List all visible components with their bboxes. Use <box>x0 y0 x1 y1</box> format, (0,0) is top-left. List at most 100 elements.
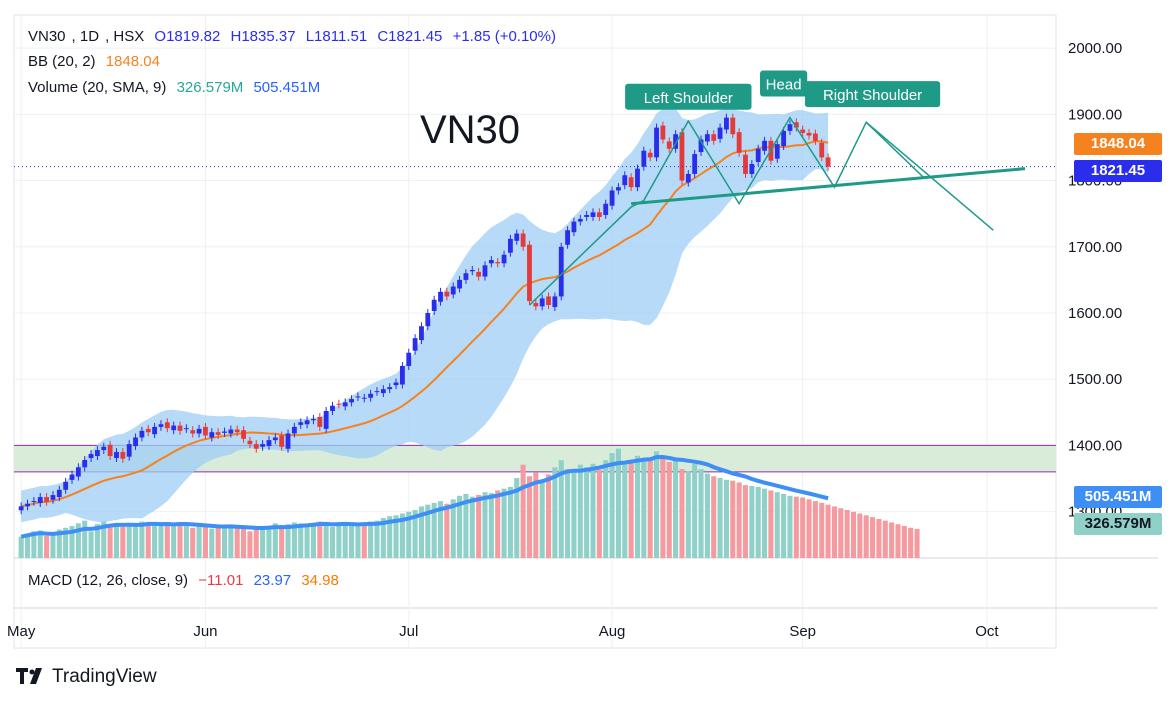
volume-bar <box>253 529 259 558</box>
volume-bar <box>107 526 113 558</box>
candle-body <box>37 497 43 504</box>
candle <box>781 126 787 151</box>
candle <box>793 118 799 132</box>
candle-body <box>577 218 583 222</box>
symbol-name[interactable]: VN30 <box>28 28 66 45</box>
candle <box>749 160 755 178</box>
candle-body <box>469 269 475 272</box>
candle <box>812 129 818 145</box>
volume-bar <box>876 518 882 558</box>
volume-bar <box>507 486 513 558</box>
candle-body <box>183 428 189 430</box>
ohlc-change: +1.85 (+0.10%) <box>452 28 556 45</box>
y-tick-label: 1600.00 <box>1068 305 1122 322</box>
candle-body <box>171 425 177 431</box>
candle <box>209 428 215 442</box>
volume-bar <box>742 485 749 558</box>
volume-bar <box>552 467 558 558</box>
candle-body <box>463 273 469 280</box>
volume-bar <box>304 526 310 558</box>
candle-body <box>781 130 787 147</box>
macd-legend[interactable]: MACD (12, 26, close, 9) −11.01 23.97 34.… <box>28 572 345 589</box>
candle <box>37 493 43 508</box>
candle <box>755 144 761 166</box>
volume-sma-price-label: 505.451M <box>1074 486 1162 508</box>
candle <box>133 433 138 451</box>
tradingview-branding[interactable]: TradingView <box>16 666 157 688</box>
volume-bar <box>425 504 431 558</box>
volume-bar <box>266 526 272 558</box>
volume-bar <box>838 508 844 558</box>
candle <box>222 427 227 437</box>
candle-body <box>819 142 825 158</box>
candle <box>685 169 691 187</box>
volume-bar <box>787 495 793 558</box>
volume-bar <box>711 476 717 558</box>
volume-bar <box>673 461 679 558</box>
candle <box>450 282 456 299</box>
volume-bar <box>520 464 526 558</box>
volume-bar <box>444 503 450 558</box>
volume-bar <box>863 515 869 558</box>
candle-body <box>114 452 119 459</box>
candle-body <box>203 426 208 436</box>
volume-bar <box>831 506 837 558</box>
candle-body <box>291 426 297 434</box>
candle-body <box>590 212 596 217</box>
candle-body <box>272 437 278 441</box>
candle-body <box>685 173 691 183</box>
volume-bar <box>368 521 374 558</box>
volume-bar <box>539 480 545 558</box>
volume-sma-line <box>20 454 829 539</box>
interval[interactable]: 1D <box>79 28 100 45</box>
candle-body <box>266 440 272 447</box>
candle <box>31 497 37 506</box>
candle <box>101 442 107 455</box>
head-label-box <box>760 70 808 97</box>
volume-bar <box>31 531 37 558</box>
candle-body <box>285 433 291 449</box>
volume-bar <box>704 473 710 558</box>
candle-body <box>75 467 81 477</box>
y-tick-label: 2000.00 <box>1068 40 1122 57</box>
volume-bar <box>37 530 43 558</box>
candle <box>399 361 405 389</box>
candle-body <box>44 497 50 502</box>
candle <box>164 418 170 433</box>
tradingview-logo-icon <box>16 668 42 684</box>
candle-body <box>603 203 609 215</box>
volume-bar <box>241 528 247 558</box>
candle-body <box>387 387 393 390</box>
candle <box>577 214 583 226</box>
volume-bar <box>272 523 278 558</box>
candle <box>666 137 672 153</box>
volume-bar <box>457 495 463 558</box>
candle-body <box>457 279 462 289</box>
volume-bar <box>736 482 742 558</box>
candle-body <box>711 134 717 141</box>
volume-bar <box>495 490 501 558</box>
candle-body <box>196 428 202 434</box>
volume-bar <box>228 525 234 558</box>
candle-body <box>762 140 767 151</box>
y-tick-label: 1700.00 <box>1068 239 1122 256</box>
candle <box>425 309 431 331</box>
right-shoulder-label: Right Shoulder <box>804 81 941 108</box>
candle-body <box>806 132 812 136</box>
candle <box>368 389 374 402</box>
volume-bar <box>361 523 367 558</box>
candle <box>304 416 310 429</box>
candle-body <box>88 454 94 459</box>
volume-legend[interactable]: Volume (20, SMA, 9) 326.579M 505.451M <box>28 79 326 96</box>
candle-body <box>635 168 640 188</box>
candle <box>565 226 571 249</box>
projection-line <box>865 121 994 231</box>
candle-body <box>56 489 62 498</box>
candle-body <box>749 163 755 174</box>
candles <box>14 113 1056 515</box>
volume-bar <box>418 506 424 558</box>
bb-legend[interactable]: BB (20, 2) 1848.04 <box>28 53 166 70</box>
volume-sma-value: 505.451M <box>253 79 321 96</box>
